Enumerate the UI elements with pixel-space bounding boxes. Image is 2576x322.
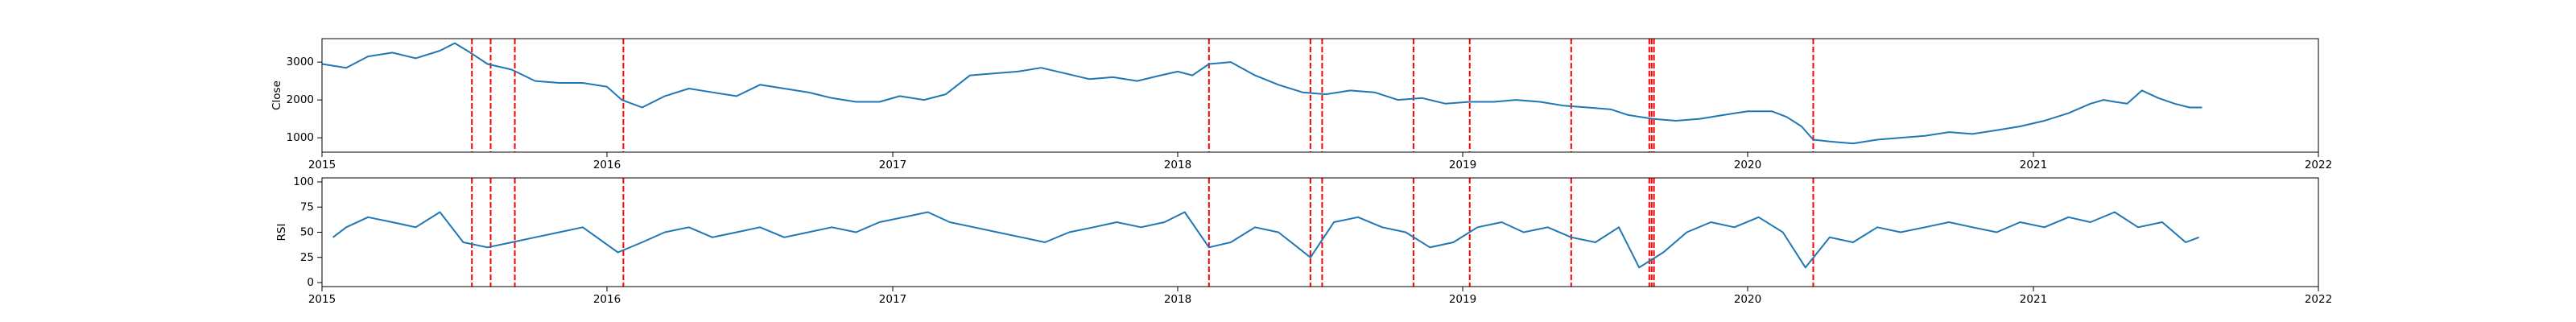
close-y-tick-label: 3000 <box>287 56 314 68</box>
rsi-y-tick-label: 25 <box>300 251 314 264</box>
close-plot-area <box>322 39 2318 152</box>
close-plot-frame <box>321 38 2319 153</box>
close-panel: 2015 2016 2017 2018 2019 2020 2021 2022 1000 200… <box>270 38 2332 171</box>
close-x-tick-label: 2015 <box>308 159 336 171</box>
close-y-axis-label: Close <box>270 80 283 110</box>
close-x-tick-label: 2018 <box>1164 159 1191 171</box>
rsi-x-tick-label: 2018 <box>1164 293 1191 306</box>
close-x-axis: 2015 2016 2017 2018 2019 2020 2021 2022 <box>308 152 2332 171</box>
rsi-x-tick-label: 2017 <box>879 293 906 306</box>
close-x-tick-label: 2017 <box>879 159 906 171</box>
close-series-group <box>322 42 2202 145</box>
close-event-markers <box>471 39 1814 152</box>
rsi-x-tick-label: 2021 <box>2020 293 2047 306</box>
rsi-x-tick-label: 2020 <box>1734 293 1761 306</box>
close-series-line <box>322 42 2202 145</box>
close-x-tick-label: 2020 <box>1734 159 1761 171</box>
rsi-panel: 2015 2016 2017 2018 2019 2020 2021 2022 0 25 50 75… <box>275 175 2332 306</box>
rsi-y-axis-label: RSI <box>275 224 288 242</box>
close-y-tick-label: 1000 <box>287 131 314 144</box>
close-x-tick-label: 2022 <box>2305 159 2332 171</box>
rsi-y-axis: 0 25 50 75 100 <box>293 175 322 289</box>
rsi-x-tick-label: 2015 <box>308 293 336 306</box>
rsi-y-tick-label: 50 <box>300 226 314 239</box>
rsi-y-tick-label: 0 <box>307 276 314 289</box>
rsi-event-markers <box>471 178 1814 287</box>
close-y-axis: 1000 2000 3000 <box>287 56 322 144</box>
close-x-tick-label: 2021 <box>2020 159 2047 171</box>
rsi-plot-area <box>322 178 2318 287</box>
rsi-y-tick-label: 100 <box>293 175 314 188</box>
close-x-tick-label: 2019 <box>1449 159 1476 171</box>
rsi-series-line <box>332 211 2199 269</box>
rsi-series-group <box>332 211 2199 269</box>
rsi-y-tick-label: 75 <box>300 200 314 213</box>
rsi-x-tick-label: 2022 <box>2305 293 2332 306</box>
rsi-x-axis: 2015 2016 2017 2018 2019 2020 2021 2022 <box>308 287 2332 306</box>
rsi-x-tick-label: 2019 <box>1449 293 1476 306</box>
rsi-x-tick-label: 2016 <box>593 293 621 306</box>
close-x-tick-label: 2016 <box>593 159 621 171</box>
close-y-tick-label: 2000 <box>287 93 314 106</box>
